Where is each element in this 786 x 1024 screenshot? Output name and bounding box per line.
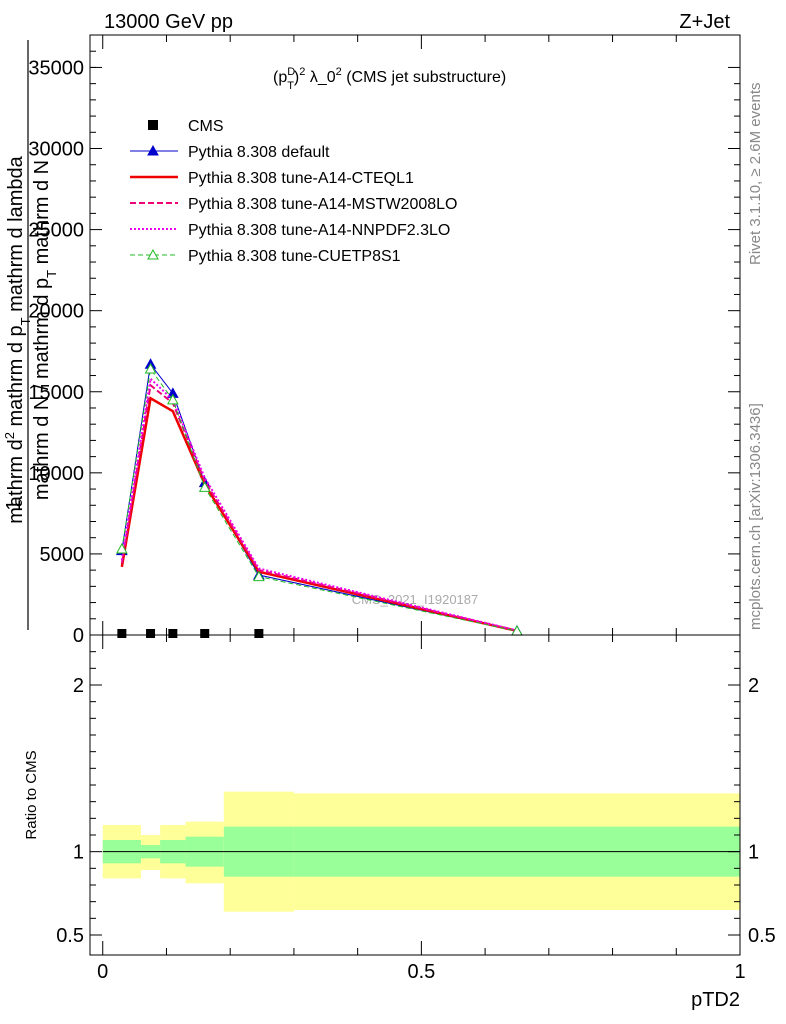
- cms-data-point: [117, 629, 127, 638]
- title-sup-2a: 2: [299, 66, 305, 78]
- energy-label: 13000 GeV pp: [104, 11, 233, 33]
- title-close: ): [294, 69, 299, 86]
- y-tick-label: 0: [73, 625, 84, 647]
- legend-entry: CMS: [148, 118, 224, 135]
- y-tick-label: 15000: [28, 382, 84, 404]
- series-marker: [144, 363, 157, 374]
- y-tick-label: 25000: [28, 220, 84, 242]
- ratio-y-tick-label-right: 1: [748, 842, 759, 864]
- legend: CMS Pythia 8.308 default Pythia 8.308 tune…: [130, 118, 457, 265]
- legend-label: Pythia 8.308 tune-CUETP8S1: [188, 248, 401, 265]
- ratio-y-tick-label: 2: [73, 675, 84, 697]
- y-tick-label: 10000: [28, 463, 84, 485]
- legend-label: Pythia 8.308 default: [188, 144, 330, 161]
- legend-marker: [147, 248, 159, 260]
- title-tail: (CMS jet substructure): [342, 69, 506, 86]
- legend-entry: Pythia 8.308 tune-A14-NNPDF2.3LO: [130, 222, 450, 239]
- cms-data-point: [168, 629, 178, 638]
- y-tick-label: 35000: [28, 57, 84, 79]
- x-tick-label: 1: [734, 961, 745, 983]
- main-y-label: mathrm d2 mathrm d pT mathrm d lambda 1 …: [2, 40, 59, 630]
- ratio-panel: 0.5 0.51 12 2 0 0.5 1 Ratio to CMS pTD2: [23, 634, 776, 1011]
- title-sup-d: D: [287, 66, 295, 78]
- series-0: [117, 629, 264, 638]
- legend-label: CMS: [188, 118, 224, 135]
- legend-label: Pythia 8.308 tune-A14-NNPDF2.3LO: [188, 222, 450, 239]
- ratio-y-label: Ratio to CMS: [23, 750, 40, 839]
- series-4: [120, 376, 518, 632]
- ylabel-denominator: mathrm d N / mathrm d pT mathrm d N: [31, 160, 59, 500]
- x-tick-label: 0: [97, 961, 108, 983]
- cms-data-point: [146, 629, 156, 638]
- title-mid: λ_0: [305, 69, 335, 86]
- x-axis-label: pTD2: [691, 989, 740, 1011]
- series-5: [116, 363, 523, 636]
- process-label: Z+Jet: [679, 11, 730, 33]
- mcplots-label: mcplots.cern.ch [arXiv:1306.3436]: [747, 403, 764, 630]
- title-open: (p: [273, 69, 287, 86]
- legend-marker: [148, 120, 158, 130]
- title-sup-2b: 2: [336, 66, 342, 78]
- series-line: [120, 383, 518, 632]
- series-3: [120, 383, 518, 632]
- legend-entry: Pythia 8.308 tune-CUETP8S1: [130, 248, 401, 265]
- ratio-frame: [89, 634, 741, 956]
- ratio-x-axis: 0 0.5 1: [97, 635, 746, 983]
- y-tick-label: 5000: [40, 544, 85, 566]
- series-line: [121, 367, 518, 632]
- ratio-y-tick-label-right: 0.5: [748, 925, 776, 947]
- ratio-y-tick-label: 1: [73, 842, 84, 864]
- cms-data-point: [200, 629, 210, 638]
- series-marker: [116, 543, 128, 554]
- legend-entry: Pythia 8.308 tune-A14-MSTW2008LO: [130, 196, 457, 213]
- plot-title: (pD T)2 λ_02 (CMS jet substructure): [273, 66, 506, 92]
- title-sub-t: T: [287, 80, 294, 92]
- ratio-y-axis: 0.5 0.5 1 1 2 2: [56, 651, 776, 947]
- series-marker: [253, 570, 265, 582]
- rivet-label: Rivet 3.1.10, ≥ 2.6M events: [747, 83, 764, 266]
- series-marker: [198, 481, 211, 492]
- main-x-ticks: [102, 35, 741, 635]
- cms-data-point: [254, 629, 264, 638]
- x-tick-label: 0.5: [407, 961, 435, 983]
- ylabel-second-line: mathrm d2 mathrm d pT mathrm d lambda: [2, 155, 33, 523]
- legend-marker: [147, 144, 159, 156]
- legend-entry: Pythia 8.308 tune-A14-CTEQL1: [130, 170, 414, 187]
- series-2: [120, 396, 518, 633]
- ratio-y-tick-label: 0.5: [56, 925, 84, 947]
- ylabel-numerator: 1: [3, 499, 25, 510]
- series-marker: [166, 393, 179, 405]
- series-line: [120, 376, 518, 632]
- legend-entry: Pythia 8.308 default: [130, 144, 330, 161]
- ratio-y-tick-label-right: 2: [748, 675, 759, 697]
- legend-label: Pythia 8.308 tune-A14-MSTW2008LO: [188, 196, 457, 213]
- series-line: [120, 396, 518, 633]
- main-y-axis: 0 5000 10000 15000 20000 25000 30000 35000: [28, 34, 740, 647]
- y-tick-label: 30000: [28, 139, 84, 161]
- y-tick-label: 20000: [28, 301, 84, 323]
- main-series: [116, 358, 523, 638]
- legend-label: Pythia 8.308 tune-A14-CTEQL1: [188, 170, 414, 187]
- series-line: [121, 362, 518, 632]
